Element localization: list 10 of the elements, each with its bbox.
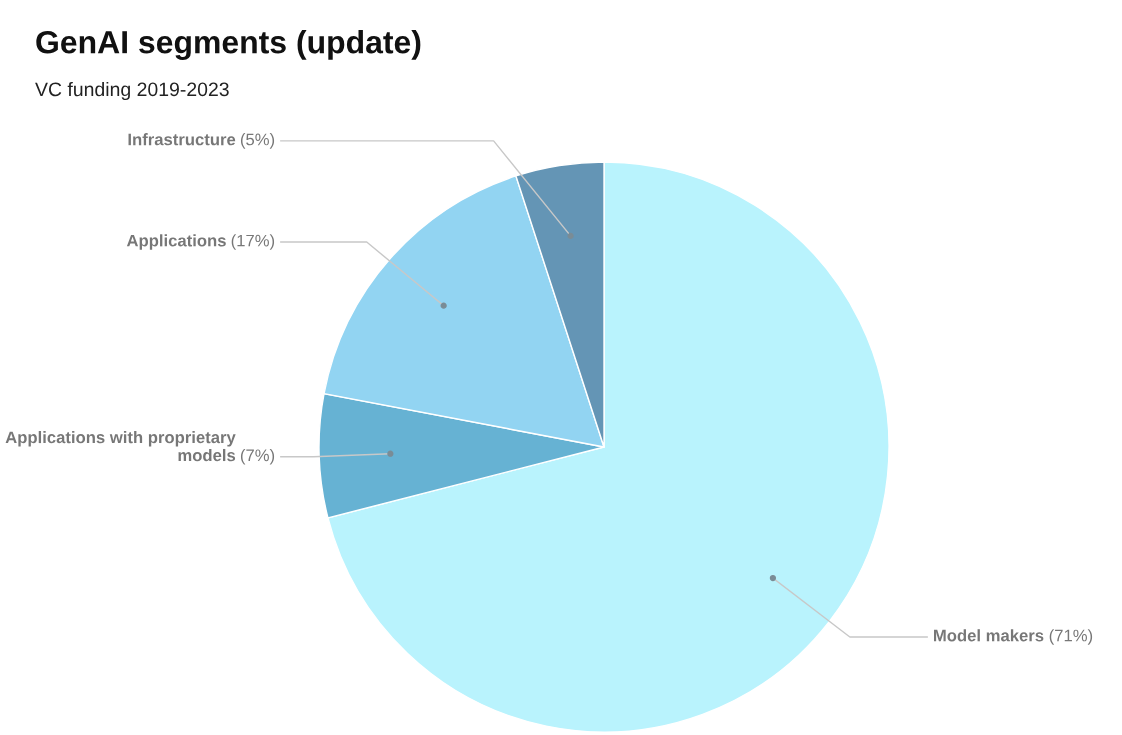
data-label: (71%) xyxy=(1049,629,1093,645)
data-label: (7%) xyxy=(240,448,275,465)
slice-label: Infrastructure xyxy=(128,133,236,146)
chart-title: GenAI segments (update) xyxy=(36,30,421,60)
data-label: (5%) xyxy=(240,133,275,149)
slice-label: Applications with proprietary models xyxy=(5,431,236,462)
slice-label: Applications xyxy=(126,234,226,250)
data-label: (17%) xyxy=(231,234,275,250)
slice-label: Model makers xyxy=(934,629,1044,642)
chart-subtitle: VC funding 2019-2023 xyxy=(35,81,229,101)
